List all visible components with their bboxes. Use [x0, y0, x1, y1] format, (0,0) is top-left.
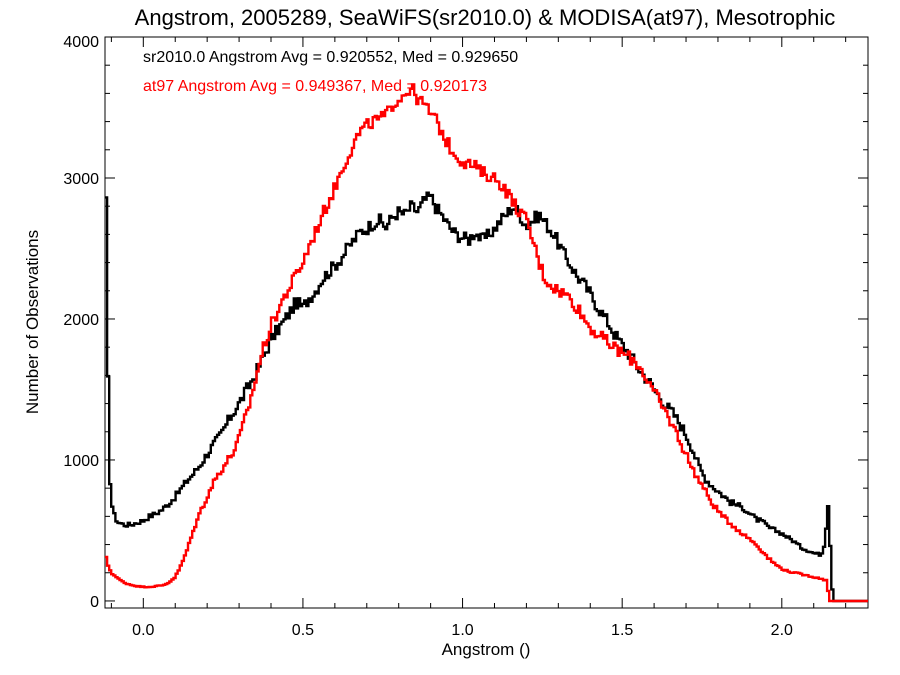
plot-frame [104, 36, 869, 609]
series-1-line [105, 83, 868, 603]
y-tick-label: 0 [90, 594, 99, 611]
y-tick-label: 3000 [63, 171, 99, 188]
y-axis-ticks: 0 1000 2000 3000 4000 [63, 34, 868, 611]
series-1-annotation: at97 Angstrom Avg = 0.949367, Med = 0.92… [143, 78, 487, 95]
y-tick-label: 2000 [63, 312, 99, 329]
series-0-line [105, 191, 868, 603]
x-tick-label: 0.0 [132, 622, 154, 639]
y-tick-label: 4000 [63, 34, 99, 51]
y-tick-label: 1000 [63, 453, 99, 470]
y-axis-label: Number of Observations [23, 230, 42, 414]
series-0-annotation: sr2010.0 Angstrom Avg = 0.920552, Med = … [143, 49, 518, 66]
x-tick-label: 2.0 [771, 622, 793, 639]
series-layer [105, 83, 868, 603]
x-axis-ticks: 0.0 0.5 1.0 1.5 2.0 [110, 37, 847, 639]
x-tick-label: 1.5 [611, 622, 633, 639]
x-tick-label: 0.5 [292, 622, 314, 639]
x-axis-label: Angstrom () [442, 640, 531, 659]
chart-title: Angstrom, 2005289, SeaWiFS(sr2010.0) & M… [135, 5, 836, 30]
x-tick-label: 1.0 [451, 622, 473, 639]
